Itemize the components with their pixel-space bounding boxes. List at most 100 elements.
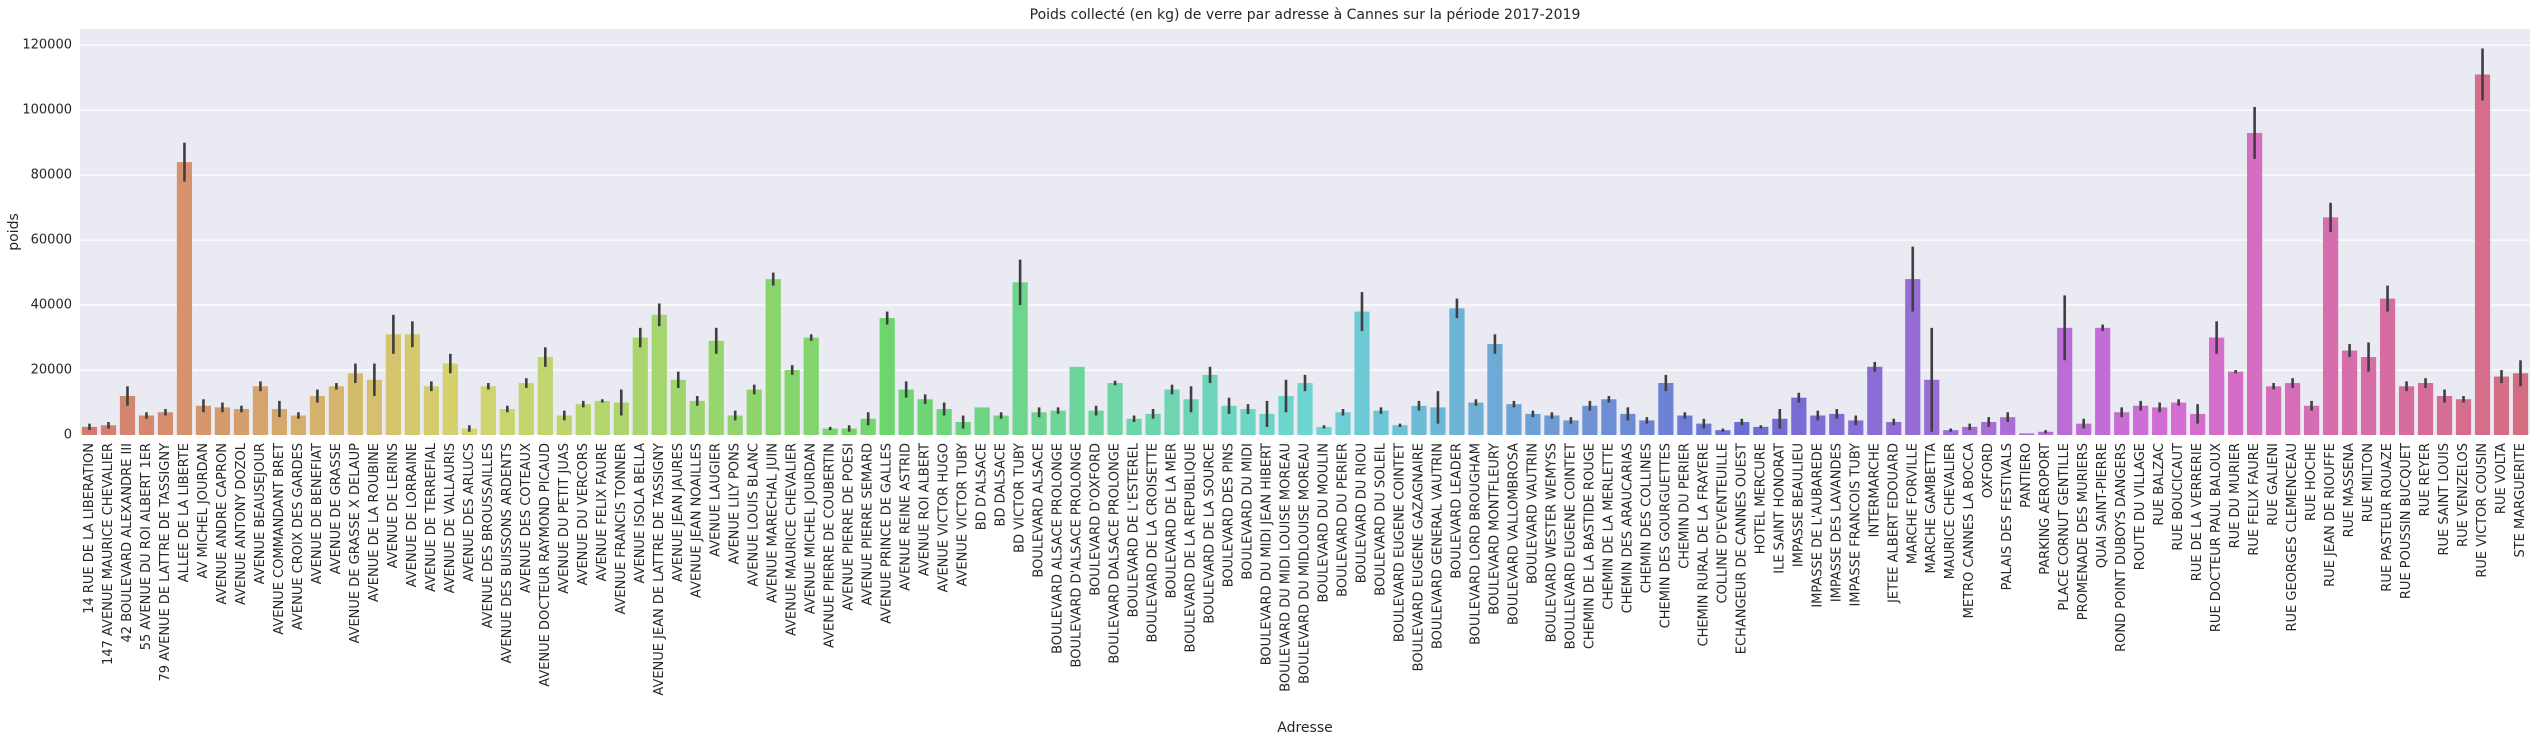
x-tick-label: 79 AVENUE DE LATTRE DE TASSIGNY <box>158 443 173 682</box>
bar <box>100 425 117 435</box>
bar <box>480 386 496 435</box>
x-tick-label: CHEMIN RURAL DE LA FRAYERE <box>1696 443 1711 647</box>
x-tick-label: RUE VENIZELOS <box>2456 443 2471 547</box>
x-tick-label: AV MICHEL JOURDAN <box>196 443 211 579</box>
x-tick-label: RUE POUSSIN BUCQUET <box>2399 443 2414 599</box>
x-tick-label: AVENUE JEAN NOAILLES <box>690 443 705 598</box>
bar <box>2285 383 2301 435</box>
x-tick-label: BOULEVARD VALLOMBROSA <box>1506 443 1521 625</box>
x-tick-label: AVENUE ANDRE CAPRON <box>215 443 230 605</box>
bar <box>879 318 895 435</box>
x-tick-label: AVENUE LOUIS BLANC <box>747 443 762 587</box>
bar <box>727 415 743 435</box>
x-tick-label: STE MARGUERITE <box>2513 443 2528 558</box>
bar <box>2114 412 2130 435</box>
bar <box>1563 420 1579 435</box>
x-tick-label: AVENUE JEAN DE LATTRE DE TASSIGNY <box>652 443 667 696</box>
x-tick-label: AVENUE DE LORRAINE <box>405 443 420 587</box>
x-tick-label: BOULEVARD DU MIDLOUISE MOREAU <box>1298 443 1313 684</box>
x-tick-label: RUE MILTON <box>2361 443 2376 522</box>
bar <box>1411 405 1427 435</box>
x-tick-label: CHEMIN DE LA MERLETTE <box>1601 443 1616 610</box>
bar <box>1905 279 1921 435</box>
x-tick-label: BOULEVARD DU MIDI JEAN HIBERT <box>1260 443 1275 665</box>
x-axis-label: Adresse <box>1277 720 1332 736</box>
bar <box>2474 74 2491 436</box>
x-tick-label: AVENUE BEAUSEJOUR <box>253 443 268 584</box>
x-tick-label: BOULEVARD LEADER <box>1449 443 1464 579</box>
x-tick-label: PROMENADE DES MURIERS <box>2076 443 2091 620</box>
x-tick-label: ROUTE DU VILLAGE <box>2133 443 2148 570</box>
x-tick-label: BOULEVARD MONTFLEURY <box>1487 443 1502 615</box>
bar <box>1012 282 1028 435</box>
bar <box>1202 374 1218 435</box>
x-tick-label: AVENUE DE GRASSE <box>329 443 344 574</box>
bar <box>138 415 155 435</box>
bar <box>537 357 553 435</box>
x-tick-label: 147 AVENUE MAURICE CHEVALIER <box>101 443 116 665</box>
bar <box>1297 383 1313 435</box>
x-tick-label: AVENUE DE VALLAURIS <box>443 443 458 593</box>
x-tick-label: CHEMIN DU PERIER <box>1677 443 1692 569</box>
bar <box>1354 311 1370 435</box>
x-tick-label: AVENUE ISOLA BELLA <box>633 443 648 584</box>
x-tick-label: AVENUE ROI ALBERT <box>918 443 933 576</box>
x-tick-label: AVENUE DE TERREFIAL <box>424 442 439 592</box>
x-tick-label: BOULEVARD EUGENE COINTET <box>1392 443 1407 642</box>
bar <box>1183 399 1199 435</box>
bar <box>1962 426 1978 435</box>
x-tick-label: AVENUE REINE ASTRID <box>899 443 914 591</box>
bar <box>404 334 420 435</box>
y-tick-label: 0 <box>64 428 72 443</box>
x-tick-label: RUE MASSENA <box>2342 443 2357 537</box>
bar <box>1145 413 1161 435</box>
x-tick-label: BOULEVARD DU PERIER <box>1335 443 1350 597</box>
x-tick-label: RUE BOUCICAUT <box>2171 443 2186 551</box>
bar <box>2360 357 2377 435</box>
x-tick-label: 55 AVENUE DU ROI ALBERT 1ER <box>139 443 154 650</box>
bar <box>1639 420 1655 435</box>
x-tick-label: AVENUE ANTONY DOZOL <box>234 442 249 605</box>
x-tick-label: RUE DE LA VERRERIE <box>2190 443 2205 581</box>
bar <box>1848 420 1864 435</box>
x-tick-label: AVENUE MAURICE CHEVALIER <box>785 443 800 636</box>
bar <box>1658 383 1674 435</box>
bar <box>613 402 629 435</box>
bar <box>2133 405 2149 435</box>
bar <box>1278 396 1294 435</box>
x-tick-label: JETEE ALBERT EDOUARD <box>1886 443 1901 604</box>
x-tick-label: PARKING AEROPORT <box>2038 443 2053 575</box>
bar <box>2000 417 2016 435</box>
bar <box>2095 327 2111 435</box>
x-tick-label: AVENUE DU VERCORS <box>576 443 591 586</box>
x-tick-label: RUE PASTEUR ROUAZE <box>2380 443 2395 592</box>
bar <box>575 404 591 435</box>
x-tick-label: RUE VOLTA <box>2494 443 2509 514</box>
bar <box>1240 409 1256 435</box>
bar <box>936 409 952 435</box>
bar <box>385 334 401 435</box>
bar <box>1582 405 1598 435</box>
x-tick-label: CHEMIN DES GOURGUETTES <box>1658 443 1673 628</box>
bar <box>2455 399 2472 435</box>
x-tick-label: BOULEVARD DE LA MER <box>1165 443 1180 598</box>
bar <box>670 379 686 435</box>
bar <box>290 415 307 435</box>
x-tick-label: BOULEVARD VAUTRIN <box>1525 443 1540 584</box>
x-tick-label: AVENUE DE LA ROUBINE <box>367 443 382 602</box>
bar <box>1620 413 1636 435</box>
bar <box>2493 376 2510 435</box>
y-tick-label: 20000 <box>31 363 72 378</box>
bar <box>822 428 838 435</box>
x-tick-label: BD D'ALSACE <box>975 443 990 530</box>
bar <box>765 279 781 435</box>
x-tick-label: BOULEVARD WESTER WEMYSS <box>1544 443 1559 642</box>
x-tick-label: AVENUE DES BROUSSAILLES <box>481 443 496 628</box>
x-tick-label: BOULEVARD D'OXFORD <box>1089 443 1104 596</box>
bar <box>746 389 762 435</box>
bar <box>499 409 515 435</box>
x-tick-label: CHEMIN DE LA BASTIDE ROUGE <box>1582 443 1597 649</box>
bar <box>1753 426 1769 435</box>
x-tick-label: 14 RUE DE LA LIBERATION <box>82 443 97 614</box>
